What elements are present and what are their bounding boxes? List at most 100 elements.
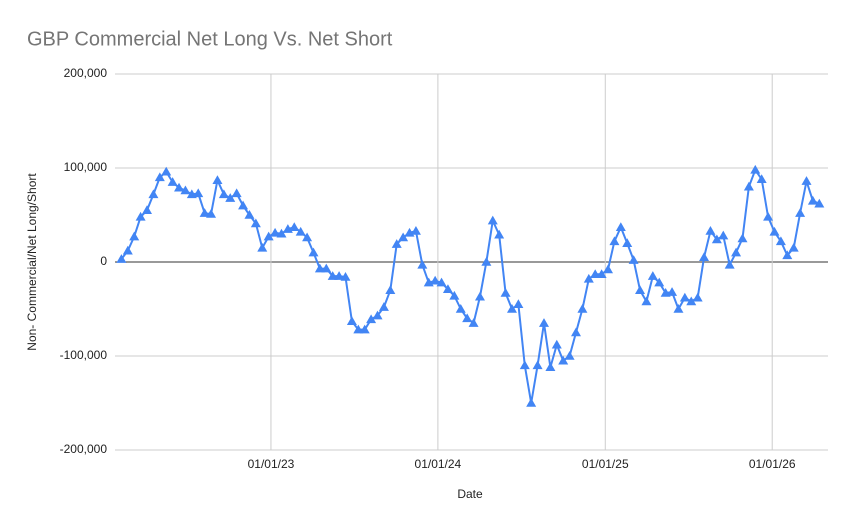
point-marker [366,314,377,324]
point-marker [654,277,665,287]
point-marker [334,271,345,280]
point-marker [276,228,287,238]
point-marker [801,176,812,185]
point-marker [724,259,735,269]
y-tick-label: -200,000 [60,442,108,456]
point-marker [142,205,153,215]
point-marker [161,166,172,176]
point-marker [218,189,229,199]
point-marker [346,316,357,325]
point-marker [398,232,409,242]
point-marker [231,188,242,198]
x-tick-label: 01/01/23 [248,457,295,471]
point-marker [743,181,754,191]
point-marker [174,182,185,192]
point-marker [154,172,165,182]
point-marker [225,193,236,202]
point-marker [468,318,479,327]
point-marker [206,209,217,218]
point-marker [615,222,626,231]
y-tick-label: 200,000 [64,66,108,80]
point-marker [129,231,140,241]
point-marker [513,299,524,309]
point-marker [494,229,505,239]
point-marker [449,290,460,300]
point-marker [378,302,389,311]
point-marker [551,339,562,349]
point-marker [545,362,556,372]
point-marker [462,313,473,323]
point-marker [180,185,191,195]
point-marker [763,211,774,221]
x-tick-label: 01/01/24 [415,457,462,471]
point-marker [756,174,767,184]
point-marker [641,296,652,306]
point-marker [430,275,441,285]
point-marker [116,254,127,263]
point-marker [193,188,204,198]
x-tick-label: 01/01/25 [582,457,629,471]
point-marker [571,327,582,337]
point-marker [737,233,748,243]
point-marker [314,263,325,273]
point-marker [814,198,825,208]
point-marker [711,234,722,244]
point-marker [270,227,281,237]
point-marker [212,175,223,184]
point-marker [603,264,614,274]
point-marker [359,324,370,334]
point-marker [782,250,793,260]
point-marker [250,218,261,228]
point-marker [775,236,786,246]
point-marker [122,245,133,255]
point-marker [679,292,690,302]
point-marker [532,360,543,370]
point-marker [135,211,146,221]
point-marker [257,242,268,252]
point-marker [596,269,607,278]
point-marker [391,239,402,248]
point-marker [577,304,588,313]
point-marker [583,273,594,283]
point-marker [199,208,210,217]
point-marker [538,318,549,327]
y-tick-label: -100,000 [60,348,108,362]
point-marker [564,351,575,360]
point-marker [474,291,485,301]
x-axis-label: Date [457,487,483,501]
point-marker [558,355,569,365]
point-marker [244,210,255,219]
point-marker [455,304,466,313]
point-marker [410,225,421,235]
point-marker [750,164,761,174]
y-tick-label: 100,000 [64,160,108,174]
point-marker [647,271,658,280]
point-marker [295,226,306,236]
point-marker [692,292,703,302]
point-marker [705,225,716,235]
point-marker [353,324,364,334]
point-marker [327,271,338,280]
y-tick-label: 0 [100,254,107,268]
point-marker [321,263,332,273]
point-marker [622,238,633,247]
point-marker [436,277,447,287]
point-marker [590,269,601,278]
point-marker [718,230,729,240]
point-marker [417,259,428,269]
point-marker [442,284,453,294]
point-marker [263,231,274,241]
point-marker [795,208,806,217]
point-marker [308,247,319,257]
point-marker [487,215,498,225]
point-marker [385,285,396,294]
point-marker [526,398,537,407]
point-marker [788,242,799,252]
point-marker [148,189,159,199]
point-marker [769,226,780,236]
point-marker [372,310,383,320]
point-marker [289,222,300,231]
point-marker [302,232,313,242]
point-marker [481,257,492,266]
